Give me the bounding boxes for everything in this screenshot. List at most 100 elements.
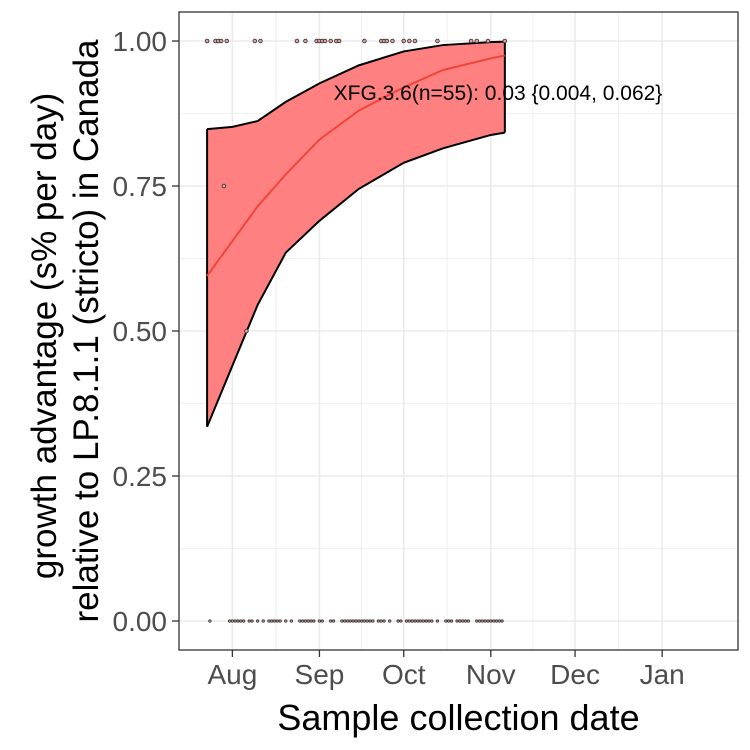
data-point [298, 619, 302, 623]
data-point [435, 38, 440, 44]
y-tick-label: 0.25 [113, 461, 168, 492]
data-point [384, 38, 390, 44]
plot-panel: XFG.3.6(n=55): 0.03 {0.004, 0.062} [178, 11, 739, 651]
data-point [494, 619, 499, 623]
data-point [275, 619, 279, 623]
data-point [458, 619, 462, 623]
data-point [461, 619, 465, 623]
data-point [500, 619, 504, 623]
data-point [312, 619, 316, 623]
data-point [244, 328, 249, 334]
data-point [322, 38, 328, 44]
data-point [351, 619, 355, 623]
data-point [270, 619, 274, 623]
data-point [208, 619, 212, 623]
y-tick-label: 0.50 [113, 316, 168, 347]
y-tick-label: 1.00 [113, 26, 168, 57]
data-point [480, 619, 485, 623]
data-point [272, 619, 277, 623]
data-point [390, 38, 395, 44]
data-points [204, 38, 508, 623]
data-point [401, 38, 406, 44]
data-point [303, 38, 308, 44]
data-point [427, 619, 431, 623]
x-axis: Aug Sep Oct Nov Dec Jan [207, 650, 685, 690]
data-point [404, 619, 409, 623]
data-point [413, 619, 417, 623]
data-point [256, 619, 260, 623]
data-point [424, 619, 428, 623]
data-point [343, 619, 347, 623]
data-point [368, 619, 372, 623]
data-point [227, 619, 232, 623]
data-point [444, 619, 448, 623]
data-point [359, 619, 364, 623]
data-point [354, 619, 358, 623]
data-point [486, 619, 490, 623]
data-point [362, 619, 367, 623]
data-point [376, 619, 381, 623]
data-point [455, 619, 459, 623]
data-point [345, 619, 350, 623]
data-point [348, 619, 353, 623]
data-point [224, 38, 230, 44]
data-point [399, 619, 403, 623]
data-point [357, 619, 361, 623]
data-point [382, 619, 386, 623]
data-point [477, 619, 482, 623]
data-point [294, 38, 300, 44]
data-point [204, 38, 210, 44]
data-point [416, 619, 420, 623]
y-axis: 0.00 0.25 0.50 0.75 1.00 [113, 26, 179, 637]
data-point [463, 619, 468, 623]
data-point [309, 619, 313, 623]
data-point [250, 619, 254, 623]
confidence-band [206, 40, 506, 428]
data-point [300, 619, 305, 623]
data-point [466, 619, 470, 623]
data-point [218, 38, 224, 44]
data-point [303, 619, 308, 623]
x-tick-label: Sep [295, 659, 345, 690]
data-point [430, 619, 434, 623]
x-tick-label: Aug [207, 659, 257, 690]
data-point [502, 38, 508, 44]
y-tick-label: 0.00 [113, 606, 168, 637]
x-tick-label: Oct [382, 659, 426, 690]
data-point [491, 619, 496, 623]
data-point [320, 619, 324, 623]
data-point [468, 38, 474, 44]
data-point [483, 619, 487, 623]
data-point [221, 183, 227, 189]
data-point [267, 619, 271, 623]
data-point [306, 619, 310, 623]
confidence-ribbon [207, 41, 505, 427]
data-point [328, 38, 333, 44]
data-point [289, 619, 294, 623]
data-point [447, 619, 451, 623]
data-point [247, 619, 251, 623]
x-tick-label: Nov [466, 659, 516, 690]
data-point [489, 619, 493, 623]
data-point [365, 619, 369, 623]
x-axis-label: Sample collection date [277, 697, 639, 738]
data-point [278, 619, 282, 623]
data-point [284, 619, 288, 623]
data-point [421, 619, 426, 623]
data-point [497, 619, 501, 623]
data-point [230, 619, 235, 623]
data-point [252, 38, 258, 44]
x-tick-label: Jan [640, 659, 685, 690]
data-point [407, 38, 412, 44]
data-point [485, 38, 491, 44]
data-point [236, 619, 240, 623]
data-point [396, 619, 400, 623]
data-point [317, 619, 322, 623]
data-point [475, 619, 479, 623]
data-point [410, 619, 414, 623]
y-axis-label: growth advantage (s% per day) relative t… [25, 39, 106, 623]
upper-bound-line [206, 40, 505, 131]
lower-bound-line [206, 131, 506, 428]
data-point [241, 619, 246, 623]
data-point [388, 619, 392, 623]
